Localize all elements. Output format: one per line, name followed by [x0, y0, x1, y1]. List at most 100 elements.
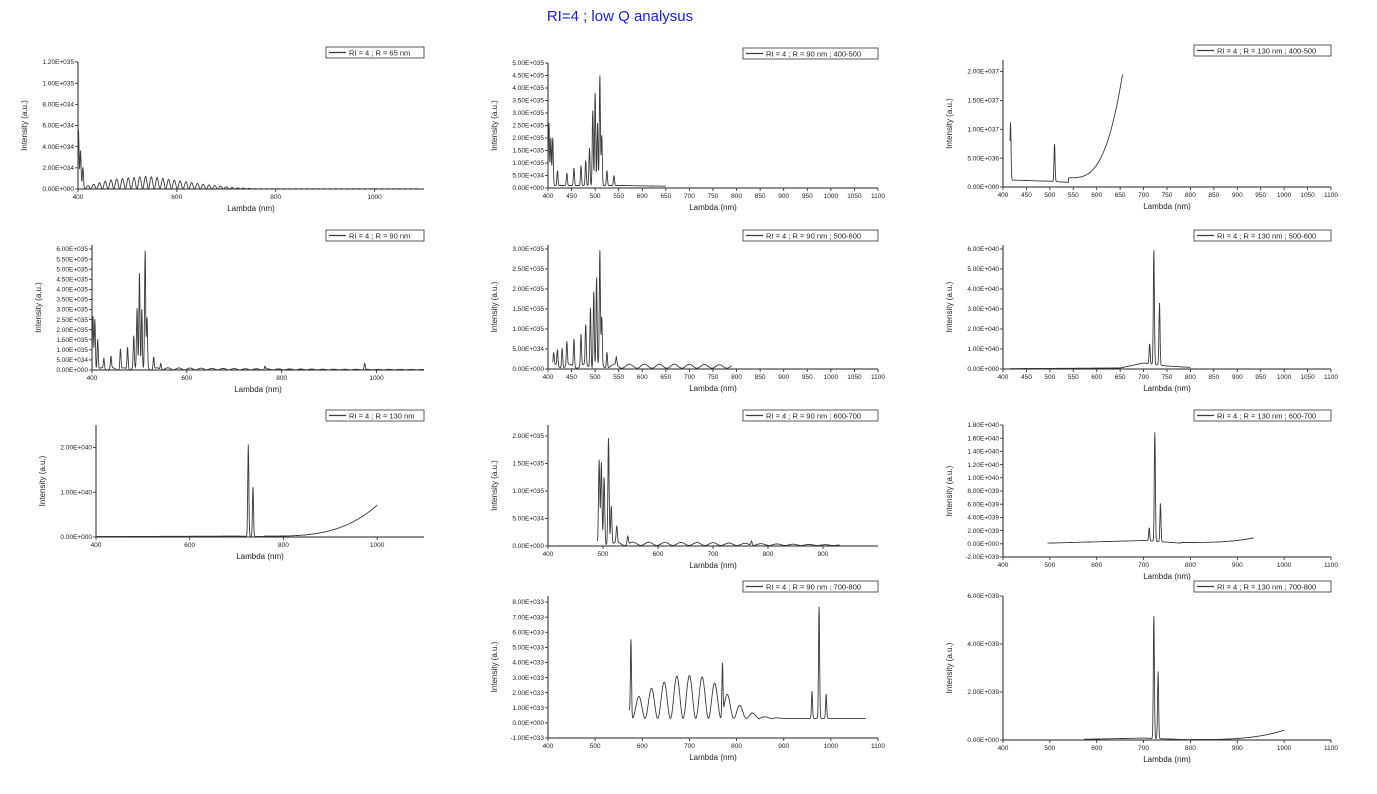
y-tick-label: 0.00E+000 [56, 367, 88, 374]
x-tick-label: 850 [755, 193, 766, 200]
x-tick-label: 800 [278, 542, 289, 549]
x-tick-label: 700 [684, 374, 695, 381]
x-tick-label: 600 [637, 193, 648, 200]
x-tick-label: 1100 [1324, 745, 1338, 752]
y-tick-label: 1.00E+037 [967, 126, 999, 133]
y-tick-label: 2.00E+037 [967, 69, 999, 76]
x-tick-label: 1050 [847, 374, 862, 381]
x-tick-label: 850 [1208, 374, 1219, 381]
series-line [1009, 74, 1123, 183]
y-axis-label: Intensity (a.u.) [34, 282, 43, 333]
x-tick-label: 1000 [369, 375, 384, 382]
y-tick-label: 2.00E+035 [512, 286, 544, 293]
y-tick-label: 5.00E+034 [512, 346, 544, 353]
x-tick-label: 600 [184, 542, 195, 549]
y-tick-label: 2.00E+039 [967, 689, 999, 696]
legend-label: RI = 4 ; R = 90 nm ; 600-700 [766, 411, 861, 420]
legend-box [1193, 44, 1332, 57]
x-tick-label: 1100 [871, 193, 885, 200]
legend-label: RI = 4 ; R = 90 nm ; 400-500 [766, 49, 861, 58]
x-tick-label: 600 [1091, 192, 1102, 199]
x-tick-label: 400 [543, 551, 554, 558]
x-tick-label: 450 [1021, 374, 1032, 381]
x-tick-label: 1050 [1300, 374, 1315, 381]
x-axis-label: Lambda (nm) [1143, 384, 1191, 393]
series-line [1010, 250, 1191, 370]
x-tick-label: 900 [1232, 562, 1243, 569]
legend-box [325, 46, 425, 59]
x-tick-label: 850 [1208, 192, 1219, 199]
x-tick-label: 650 [660, 374, 671, 381]
x-tick-label: 400 [543, 743, 554, 750]
y-tick-label: 2.00E+033 [512, 690, 544, 697]
x-tick-label: 900 [818, 551, 829, 558]
x-tick-label: 700 [708, 551, 719, 558]
x-tick-label: 400 [543, 193, 554, 200]
x-tick-label: 1050 [1300, 192, 1315, 199]
x-tick-label: 600 [181, 375, 192, 382]
x-tick-label: 800 [731, 743, 742, 750]
chart-p42: 400 500 600 700 800 900 1000 1100 -1.00E+033 0.00… [490, 580, 885, 762]
legend-label: RI = 4 ; R = 90 nm ; 500-600 [766, 231, 861, 240]
x-tick-label: 1000 [1277, 562, 1292, 569]
y-tick-label: 1.00E+035 [512, 488, 544, 495]
y-tick-label: 3.00E+040 [967, 306, 999, 313]
y-tick-label: 5.00E+040 [967, 266, 999, 273]
x-axis-label: Lambda (nm) [1143, 755, 1191, 764]
series-line [96, 444, 378, 538]
x-tick-label: 750 [1162, 374, 1173, 381]
y-tick-label: 3.00E+035 [512, 110, 544, 117]
x-tick-label: 550 [613, 193, 624, 200]
y-axis-label: Intensity (a.u.) [490, 281, 499, 332]
y-tick-label: 1.50E+035 [56, 337, 88, 344]
x-tick-label: 1000 [824, 743, 839, 750]
x-tick-label: 900 [778, 743, 789, 750]
legend-box [1193, 229, 1332, 242]
chart-p32: 400 500 600 700 800 900 0.00E+000 5.00E+034 1.00… [490, 409, 879, 570]
y-tick-label: 5.00E+035 [512, 60, 544, 67]
x-axis-label: Lambda (nm) [1143, 202, 1191, 211]
y-tick-label: 7.00E+033 [512, 614, 544, 621]
x-tick-label: 450 [566, 374, 577, 381]
y-tick-label: 0.00E+000 [512, 366, 544, 373]
y-tick-label: -2.00E+039 [965, 554, 999, 561]
x-tick-label: 1000 [370, 542, 385, 549]
x-tick-label: 950 [802, 374, 813, 381]
legend-box [742, 229, 879, 242]
y-axis-label: Intensity (a.u.) [490, 460, 499, 511]
x-tick-label: 750 [708, 193, 719, 200]
x-tick-label: 450 [1021, 192, 1032, 199]
x-tick-label: 650 [1115, 192, 1126, 199]
y-tick-label: 3.00E+035 [56, 307, 88, 314]
y-tick-label: 0.00E+000 [60, 534, 92, 541]
y-tick-label: 4.00E+035 [56, 287, 88, 294]
y-tick-label: 5.50E+035 [56, 256, 88, 263]
chart-p23: 400 450 500 550 600 650 700 750 800 850 900 950 1000… [945, 229, 1338, 393]
y-tick-label: 1.00E+040 [60, 489, 92, 496]
y-tick-label: 1.00E+035 [512, 326, 544, 333]
series-line [91, 250, 424, 371]
page-title: RI=4 ; low Q analysus [546, 8, 694, 25]
y-tick-label: -1.00E+033 [510, 735, 544, 742]
y-tick-label: 8.00E+033 [512, 599, 544, 606]
x-tick-label: 1050 [847, 193, 862, 200]
y-tick-label: 2.00E+035 [512, 433, 544, 440]
chart-p13: 400 450 500 550 600 650 700 750 800 850 900 950 1000… [945, 44, 1338, 211]
x-tick-label: 600 [1091, 562, 1102, 569]
x-tick-label: 550 [1068, 192, 1079, 199]
x-tick-label: 900 [1232, 374, 1243, 381]
y-tick-label: 4.50E+035 [512, 73, 544, 80]
chart-p11: 400 600 800 1000 0.00E+000 2.00E+034 4.00E+034… [20, 46, 425, 213]
y-tick-label: 2.00E+035 [56, 327, 88, 334]
x-tick-label: 950 [1255, 192, 1266, 199]
y-tick-label: 1.50E+035 [512, 148, 544, 155]
chart-p31: 400 600 800 1000 0.00E+000 1.00E+040 2.00E+040… [38, 409, 425, 561]
x-tick-label: 600 [637, 743, 648, 750]
chart-p21: 400 600 800 1000 0.00E+000 5.00E+034 1.00E+035… [34, 229, 425, 394]
x-tick-label: 800 [1185, 374, 1196, 381]
y-tick-label: 2.00E+040 [60, 445, 92, 452]
x-tick-label: 1100 [1324, 562, 1338, 569]
legend-label: RI = 4 ; R = 130 nm ; 600-700 [1217, 411, 1316, 420]
x-tick-label: 1100 [871, 743, 885, 750]
